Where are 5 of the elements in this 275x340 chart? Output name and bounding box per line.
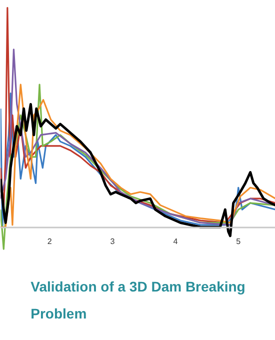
x-tick-label: 2 bbox=[47, 237, 52, 246]
x-tick-label: 3 bbox=[110, 237, 116, 246]
text: Validation of a 3D Dam Breaking Problem bbox=[30, 278, 246, 322]
x-tick-label: 4 bbox=[173, 237, 178, 246]
x-tick-label: 5 bbox=[236, 237, 242, 246]
